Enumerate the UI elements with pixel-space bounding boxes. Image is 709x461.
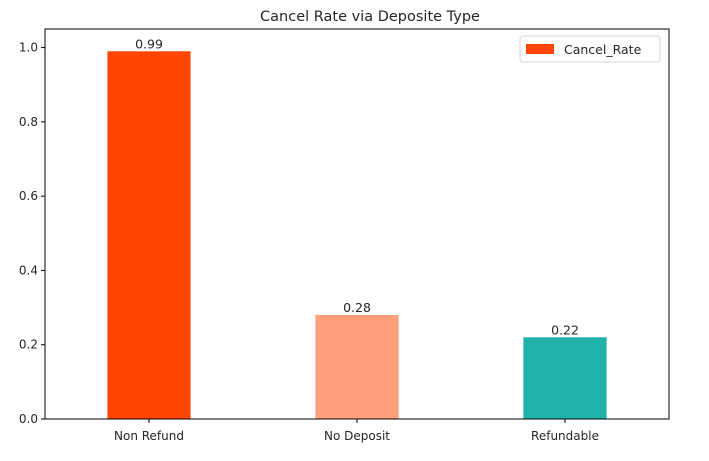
data-label: 0.28 [343,300,371,315]
chart-title: Cancel Rate via Deposite Type [260,9,480,25]
bar-no-deposit [315,315,399,419]
y-tick-label: 0.2 [19,338,38,352]
x-axis: Non Refund No Deposit Refundable [114,419,599,443]
plot-frame [44,28,670,420]
y-axis: 0.0 0.2 0.4 0.6 0.8 1.0 [19,41,45,426]
legend-box [519,35,661,63]
x-tick-label: Refundable [531,429,599,443]
legend-swatch [526,44,554,54]
x-tick-label: No Deposit [324,429,390,443]
y-tick-label: 0.0 [19,412,38,426]
y-tick-label: 0.6 [19,189,38,203]
bar-non-refund [107,51,191,420]
bars-group [107,51,607,420]
data-labels-group: 0.99 0.28 0.22 [135,36,579,337]
y-tick-label: 0.4 [19,263,38,277]
y-tick-label: 0.8 [19,115,38,129]
x-tick-label: Non Refund [114,429,184,443]
legend-label: Cancel_Rate [564,42,642,57]
legend: Cancel_Rate [519,35,661,63]
y-tick-label: 1.0 [19,41,38,55]
bar-refundable [523,337,607,419]
data-label: 0.99 [135,36,163,51]
data-label: 0.22 [551,322,579,337]
